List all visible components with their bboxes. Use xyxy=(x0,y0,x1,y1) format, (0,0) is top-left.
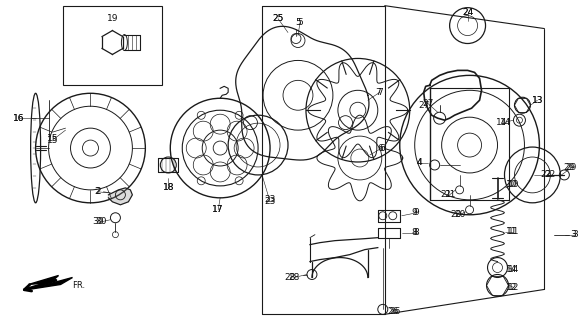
Text: 9: 9 xyxy=(414,208,419,217)
Text: 13: 13 xyxy=(532,96,543,105)
Text: 2: 2 xyxy=(96,188,101,196)
Text: 7: 7 xyxy=(375,88,381,97)
Text: 23: 23 xyxy=(264,195,276,204)
Text: 22: 22 xyxy=(545,171,556,180)
Text: 26: 26 xyxy=(389,307,401,316)
Text: 19: 19 xyxy=(106,14,118,23)
Text: 28: 28 xyxy=(285,273,296,282)
Text: 4: 4 xyxy=(417,158,422,167)
Text: 21: 21 xyxy=(441,190,452,199)
Polygon shape xyxy=(29,276,58,284)
Text: 5: 5 xyxy=(297,18,303,27)
Text: 20: 20 xyxy=(450,210,462,219)
Text: 23: 23 xyxy=(264,197,276,206)
Text: 27: 27 xyxy=(418,101,429,110)
Text: 25: 25 xyxy=(273,14,284,23)
Text: 6: 6 xyxy=(377,144,383,153)
Text: 8: 8 xyxy=(412,228,418,237)
Text: 24: 24 xyxy=(462,8,473,17)
Text: 30: 30 xyxy=(96,217,107,226)
Text: 6: 6 xyxy=(379,144,385,153)
Text: 16: 16 xyxy=(13,114,25,123)
Text: 21: 21 xyxy=(444,190,455,199)
Text: 7: 7 xyxy=(377,88,383,97)
Text: 9: 9 xyxy=(412,208,418,217)
Text: 18: 18 xyxy=(163,183,174,192)
Text: 16: 16 xyxy=(13,114,25,123)
Text: 12: 12 xyxy=(508,283,519,292)
Text: 25: 25 xyxy=(273,14,284,23)
Text: 14: 14 xyxy=(506,265,517,274)
Text: 18: 18 xyxy=(163,183,174,192)
Text: 13: 13 xyxy=(532,96,543,105)
Text: 30: 30 xyxy=(92,217,104,226)
Text: 2: 2 xyxy=(95,188,101,196)
Text: 4: 4 xyxy=(416,158,422,167)
Text: 11: 11 xyxy=(505,227,517,236)
Text: 5: 5 xyxy=(295,18,301,27)
Bar xyxy=(63,6,162,85)
Text: 24: 24 xyxy=(462,8,473,17)
Text: 14: 14 xyxy=(496,118,508,127)
Text: 11: 11 xyxy=(508,227,519,236)
Text: 17: 17 xyxy=(212,205,224,214)
Text: 14: 14 xyxy=(500,118,511,127)
Text: 26: 26 xyxy=(387,307,398,316)
Text: 10: 10 xyxy=(505,180,517,189)
Text: 12: 12 xyxy=(506,283,517,292)
Text: 27: 27 xyxy=(422,99,433,108)
Text: 17: 17 xyxy=(212,205,224,214)
Polygon shape xyxy=(29,277,73,289)
Text: 22: 22 xyxy=(541,171,552,180)
Text: 28: 28 xyxy=(288,273,300,282)
Text: 15: 15 xyxy=(47,136,59,145)
Text: 29: 29 xyxy=(564,164,575,172)
Polygon shape xyxy=(108,188,132,205)
Text: FR.: FR. xyxy=(73,281,85,290)
Text: 3: 3 xyxy=(573,230,578,239)
Text: 8: 8 xyxy=(414,228,419,237)
Text: 10: 10 xyxy=(508,180,519,189)
Text: 20: 20 xyxy=(454,210,465,219)
Text: 14: 14 xyxy=(508,265,519,274)
Text: 15: 15 xyxy=(47,133,59,143)
Text: 29: 29 xyxy=(566,164,577,172)
Text: 3: 3 xyxy=(570,230,576,239)
